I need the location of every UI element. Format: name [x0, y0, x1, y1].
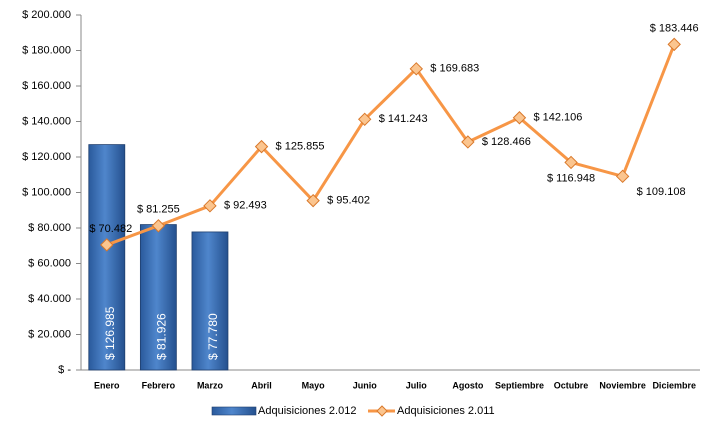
x-tick-label: Marzo: [197, 380, 224, 390]
bar: [191, 231, 229, 371]
line-value-label: $ 81.255: [137, 204, 180, 216]
x-tick-label: Abril: [251, 380, 272, 390]
line-value-label: $ 141.243: [379, 113, 428, 125]
x-tick-label: Julio: [406, 380, 428, 390]
x-tick-label: Mayo: [302, 380, 326, 390]
bar: [139, 224, 177, 371]
y-tick-label: $ 40.000: [28, 293, 71, 305]
y-tick-label: $ 160.000: [22, 80, 71, 92]
line-marker: [512, 111, 527, 125]
x-tick-label: Agosto: [452, 380, 483, 390]
y-tick-label: $ -: [58, 364, 71, 376]
line-marker: [615, 169, 630, 184]
bar: [88, 144, 126, 371]
line-marker: [100, 238, 114, 252]
line-marker: [151, 219, 166, 233]
x-tick-label: Junio: [353, 380, 378, 390]
y-tick-label: $ 20.000: [28, 328, 71, 340]
line-value-label: $ 128.466: [482, 136, 531, 148]
y-tick-label: $ 60.000: [28, 257, 71, 269]
line-value-label: $ 95.402: [327, 195, 370, 207]
y-tick-label: $ 120.000: [22, 151, 71, 163]
line: [106, 43, 676, 247]
y-tick-label: $ 100.000: [22, 186, 71, 198]
line-marker: [461, 135, 475, 149]
x-tick-label: Noviembre: [599, 380, 646, 390]
line-marker: [306, 193, 320, 208]
bar-value-label: $ 126.985: [103, 306, 117, 360]
line-marker: [203, 199, 217, 213]
x-tick-label: Septiembre: [495, 380, 544, 390]
bar-value-label: $ 81.926: [155, 313, 169, 360]
y-tick-label: $ 80.000: [28, 222, 71, 234]
legend-swatch: [211, 406, 257, 416]
x-tick-label: Diciembre: [652, 380, 696, 390]
x-tick-label: Enero: [94, 380, 120, 390]
line-value-label: $ 70.482: [89, 223, 132, 235]
y-tick-label: $ 180.000: [22, 44, 71, 56]
line-value-label: $ 125.855: [276, 141, 325, 153]
line-marker: [564, 155, 578, 170]
y-tick-label: $ 200.000: [22, 9, 71, 21]
x-tick-label: Febrero: [142, 380, 176, 390]
legend-swatch: [376, 405, 388, 417]
line-value-label: $ 169.683: [430, 63, 479, 75]
legend-label: Adquisiciones 2.011: [397, 405, 495, 417]
legend-label: Adquisiciones 2.012: [258, 405, 356, 417]
line-value-label: $ 92.493: [224, 200, 267, 212]
line-marker: [254, 139, 269, 154]
line-marker: [358, 112, 372, 127]
line-marker: [409, 62, 423, 76]
line-value-label: $ 116.948: [547, 172, 595, 184]
line-marker: [667, 37, 681, 52]
line-value-label: $ 142.106: [533, 112, 582, 124]
x-tick-label: Octubre: [554, 380, 589, 390]
bar-value-label: $ 77.780: [206, 313, 220, 360]
line-value-label: $ 109.108: [637, 186, 686, 198]
line-value-label: $ 183.446: [650, 22, 699, 34]
y-tick-label: $ 140.000: [22, 115, 71, 127]
